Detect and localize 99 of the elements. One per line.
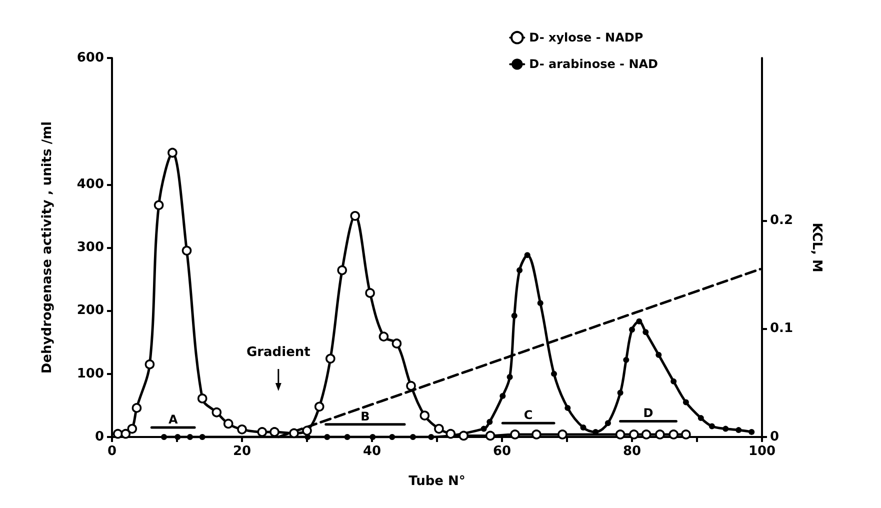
- point: [344, 434, 350, 440]
- point: [623, 356, 630, 363]
- point: [698, 415, 704, 422]
- y-tick-label: 200: [76, 303, 104, 318]
- point: [174, 434, 181, 440]
- point: [350, 211, 360, 221]
- point: [558, 430, 568, 440]
- point: [428, 434, 434, 440]
- point: [636, 318, 642, 324]
- point: [722, 426, 729, 432]
- point: [304, 434, 311, 440]
- point: [516, 267, 523, 274]
- point: [389, 434, 396, 440]
- point: [446, 428, 456, 439]
- y2-tick-label: 0.2: [770, 212, 794, 228]
- point: [127, 424, 138, 434]
- point: [161, 434, 167, 440]
- x-tick-label: 80: [622, 444, 642, 459]
- point: [378, 332, 389, 342]
- point: [564, 404, 571, 411]
- point: [510, 430, 520, 440]
- point: [641, 430, 652, 440]
- point: [655, 430, 665, 440]
- point: [681, 430, 691, 440]
- point: [257, 427, 268, 437]
- series-label: D: [643, 406, 654, 420]
- x-tick-label: 60: [492, 444, 512, 459]
- point: [144, 359, 155, 370]
- y-tick-label: 0: [94, 430, 104, 444]
- point: [314, 402, 324, 412]
- point: [289, 428, 299, 438]
- x-axis-title: Tube N°: [408, 474, 466, 489]
- point: [324, 434, 330, 440]
- point: [580, 424, 586, 431]
- point: [199, 434, 206, 440]
- x-tick-label: 0: [107, 444, 117, 459]
- point: [486, 418, 493, 425]
- y-axis-title: Dehydrogenase activity , units /ml: [40, 121, 55, 374]
- point: [337, 265, 347, 276]
- point: [406, 380, 416, 391]
- point: [642, 329, 649, 336]
- point: [604, 420, 611, 426]
- point: [182, 246, 192, 256]
- point: [120, 428, 131, 439]
- y-tick-label: 100: [76, 366, 104, 382]
- point: [212, 407, 222, 418]
- y2-tick-label: 0: [770, 430, 780, 444]
- point: [237, 424, 247, 434]
- point: [748, 428, 755, 435]
- point: [223, 418, 234, 429]
- point: [506, 374, 513, 380]
- legend-label: D- arabinose - NAD: [529, 57, 658, 72]
- point: [629, 430, 639, 440]
- point: [154, 200, 164, 210]
- point: [629, 326, 635, 333]
- point: [187, 434, 193, 440]
- y2-axis-title: KCL, M: [809, 222, 824, 272]
- point: [682, 399, 689, 406]
- point: [326, 354, 336, 364]
- point: [434, 424, 444, 434]
- point: [617, 390, 624, 396]
- y2-tick-label: 0.1: [770, 321, 794, 336]
- point: [656, 352, 662, 358]
- y-tick-label: 600: [76, 50, 104, 66]
- point: [480, 426, 487, 432]
- legend-label: D- xylose - NADP: [529, 30, 644, 45]
- point: [302, 426, 312, 436]
- series-label: A: [168, 412, 178, 427]
- x-tick-label: 100: [748, 444, 776, 459]
- point: [485, 430, 496, 441]
- annotation: Gradient: [246, 345, 310, 360]
- y-tick-label: 300: [76, 240, 104, 255]
- point: [500, 392, 506, 399]
- point: [511, 312, 518, 319]
- series-label: C: [524, 408, 533, 422]
- point: [615, 430, 626, 440]
- series-label: B: [360, 409, 370, 424]
- point: [410, 434, 416, 440]
- point: [132, 403, 142, 413]
- point: [365, 288, 375, 298]
- point: [736, 427, 742, 434]
- point: [537, 300, 544, 306]
- point: [524, 252, 530, 258]
- x-tick-label: 40: [362, 444, 382, 459]
- point: [670, 378, 677, 384]
- x-tick-label: 20: [232, 444, 252, 459]
- point: [708, 423, 715, 430]
- point: [197, 394, 208, 404]
- point: [270, 427, 280, 437]
- point: [668, 430, 678, 440]
- point: [392, 338, 402, 348]
- y-tick-label: 400: [76, 176, 104, 192]
- point: [532, 430, 542, 440]
- point: [370, 434, 376, 440]
- point: [551, 370, 557, 377]
- point: [420, 410, 430, 420]
- point: [458, 430, 469, 441]
- point: [168, 148, 178, 158]
- point: [112, 428, 123, 439]
